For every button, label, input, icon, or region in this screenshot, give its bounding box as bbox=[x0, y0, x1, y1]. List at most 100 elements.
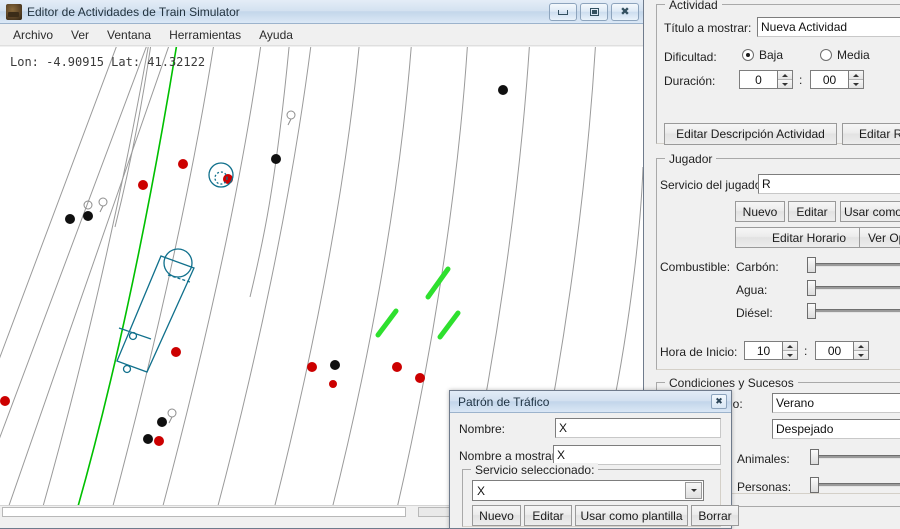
fuel-coal-slider-thumb[interactable] bbox=[807, 257, 816, 273]
menu-bar: Archivo Ver Ventana Herramientas Ayuda bbox=[0, 24, 643, 46]
duration-minutes-stepper[interactable]: 00 bbox=[810, 70, 864, 89]
player-edit-button[interactable]: Editar bbox=[788, 201, 836, 222]
people-slider-thumb[interactable] bbox=[810, 477, 819, 493]
duration-hours-buttons[interactable] bbox=[777, 70, 793, 89]
people-slider[interactable] bbox=[810, 476, 900, 494]
activity-group-label: Actividad bbox=[665, 0, 722, 12]
activity-title-input[interactable]: Nueva Actividad bbox=[757, 17, 900, 37]
selection-rectangle bbox=[116, 248, 195, 374]
dialog-title: Patrón de Tráfico bbox=[458, 394, 550, 409]
menu-ayuda[interactable]: Ayuda bbox=[259, 27, 293, 42]
traffic-pattern-dialog: Patrón de Tráfico ✖ Nombre: X Nombre a m… bbox=[449, 390, 739, 529]
difficulty-option-media[interactable]: Media bbox=[820, 48, 870, 62]
duration-minutes-down-button[interactable] bbox=[849, 80, 863, 88]
start-hours-up-button[interactable] bbox=[783, 342, 797, 351]
menu-herramientas[interactable]: Herramientas bbox=[169, 27, 242, 42]
fuel-coal-slider[interactable] bbox=[807, 256, 900, 274]
chevron-down-icon bbox=[858, 353, 864, 357]
start-hours-down-button[interactable] bbox=[783, 351, 797, 359]
start-minutes-down-button[interactable] bbox=[854, 351, 868, 359]
dialog-service-group: Servicio seleccionado: bbox=[462, 463, 721, 527]
dropdown-arrow-button[interactable] bbox=[685, 482, 702, 499]
duration-label: Duración: bbox=[664, 74, 716, 88]
weather-input[interactable]: Despejado bbox=[772, 419, 900, 439]
duration-hours-up-button[interactable] bbox=[778, 71, 792, 80]
fuel-diesel-slider[interactable] bbox=[807, 302, 900, 320]
player-new-button[interactable]: Nuevo bbox=[735, 201, 785, 222]
season-input[interactable]: Verano bbox=[772, 393, 900, 413]
black-markers bbox=[65, 85, 508, 517]
chevron-down-icon bbox=[787, 353, 793, 357]
maximize-button[interactable] bbox=[580, 3, 608, 21]
dialog-name-input[interactable]: X bbox=[555, 418, 721, 438]
animals-slider[interactable] bbox=[810, 448, 900, 466]
dialog-service-selected-value: X bbox=[477, 483, 486, 498]
selection-circle bbox=[208, 162, 234, 188]
dialog-use-as-template-button[interactable]: Usar como plantilla bbox=[575, 505, 688, 526]
close-icon: ✖ bbox=[715, 396, 723, 406]
difficulty-baja-label: Baja bbox=[759, 48, 784, 62]
player-view-options-button[interactable]: Ver Opciones bbox=[859, 227, 900, 248]
scrollbar-thumb[interactable] bbox=[2, 507, 406, 517]
chevron-up-icon bbox=[787, 344, 793, 348]
duration-hours-down-button[interactable] bbox=[778, 80, 792, 88]
player-edit-schedule-button[interactable]: Editar Horario bbox=[735, 227, 883, 248]
chevron-up-icon bbox=[858, 344, 864, 348]
dialog-service-group-label: Servicio seleccionado: bbox=[471, 463, 599, 477]
start-hours-stepper[interactable]: 10 bbox=[744, 341, 798, 360]
start-minutes-stepper[interactable]: 00 bbox=[815, 341, 869, 360]
selected-track bbox=[74, 47, 178, 517]
chevron-down-icon bbox=[853, 82, 859, 86]
dialog-delete-button[interactable]: Borrar bbox=[691, 505, 739, 526]
fuel-coal-label: Carbón: bbox=[736, 260, 779, 274]
dialog-edit-button[interactable]: Editar bbox=[524, 505, 572, 526]
dialog-close-button[interactable]: ✖ bbox=[711, 394, 727, 409]
red-markers bbox=[0, 159, 425, 446]
signal-markers bbox=[83, 110, 296, 424]
player-service-input[interactable]: R bbox=[758, 174, 900, 194]
close-button[interactable]: ✖ bbox=[611, 3, 639, 21]
fuel-water-slider-thumb[interactable] bbox=[807, 280, 816, 296]
fuel-water-slider[interactable] bbox=[807, 279, 900, 297]
edit-activity-summary-button[interactable]: Editar Resumen bbox=[842, 123, 900, 145]
difficulty-option-baja[interactable]: Baja bbox=[742, 48, 783, 62]
fuel-diesel-slider-thumb[interactable] bbox=[807, 303, 816, 319]
duration-hours-value[interactable]: 0 bbox=[739, 70, 777, 89]
start-hours-buttons[interactable] bbox=[782, 341, 798, 360]
fuel-water-slider-track bbox=[807, 286, 900, 290]
duration-minutes-up-button[interactable] bbox=[849, 71, 863, 80]
start-hours-value[interactable]: 10 bbox=[744, 341, 782, 360]
start-time-separator: : bbox=[804, 344, 808, 358]
difficulty-label: Dificultad: bbox=[664, 50, 717, 64]
menu-archivo[interactable]: Archivo bbox=[13, 27, 54, 42]
menu-ventana[interactable]: Ventana bbox=[107, 27, 152, 42]
animals-slider-track bbox=[810, 455, 900, 459]
window-title: Editor de Actividades de Train Simulator bbox=[27, 4, 240, 19]
start-minutes-value[interactable]: 00 bbox=[815, 341, 853, 360]
dialog-title-bar: Patrón de Tráfico ✖ bbox=[450, 391, 731, 413]
animals-slider-thumb[interactable] bbox=[810, 449, 819, 465]
start-minutes-buttons[interactable] bbox=[853, 341, 869, 360]
player-use-as-template-button[interactable]: Usar como plantilla bbox=[840, 201, 900, 222]
minimize-button[interactable] bbox=[549, 3, 577, 21]
dialog-new-button[interactable]: Nuevo bbox=[472, 505, 521, 526]
fuel-coal-slider-track bbox=[807, 263, 900, 267]
conditions-group: Condiciones y Sucesos bbox=[656, 376, 900, 494]
start-time-label: Hora de Inicio: bbox=[660, 345, 738, 359]
dialog-display-name-input[interactable]: X bbox=[553, 445, 721, 465]
season-label: io: bbox=[730, 397, 743, 411]
fuel-label: Combustible: bbox=[660, 260, 731, 274]
chevron-up-icon bbox=[853, 73, 859, 77]
coordinate-readout: Lon: -4.90915 Lat: 41.32122 bbox=[10, 55, 206, 69]
start-minutes-up-button[interactable] bbox=[854, 342, 868, 351]
dialog-service-combobox[interactable]: X bbox=[472, 480, 704, 501]
duration-minutes-value[interactable]: 00 bbox=[810, 70, 848, 89]
app-icon bbox=[6, 3, 22, 20]
menu-ver[interactable]: Ver bbox=[71, 27, 90, 42]
duration-hours-stepper[interactable]: 0 bbox=[739, 70, 793, 89]
edit-activity-description-button[interactable]: Editar Descripción Actividad bbox=[664, 123, 837, 145]
conditions-group-label: Condiciones y Sucesos bbox=[665, 376, 798, 390]
duration-minutes-buttons[interactable] bbox=[848, 70, 864, 89]
chevron-down-icon bbox=[690, 489, 697, 492]
activity-title-label: Título a mostrar: bbox=[664, 21, 752, 35]
